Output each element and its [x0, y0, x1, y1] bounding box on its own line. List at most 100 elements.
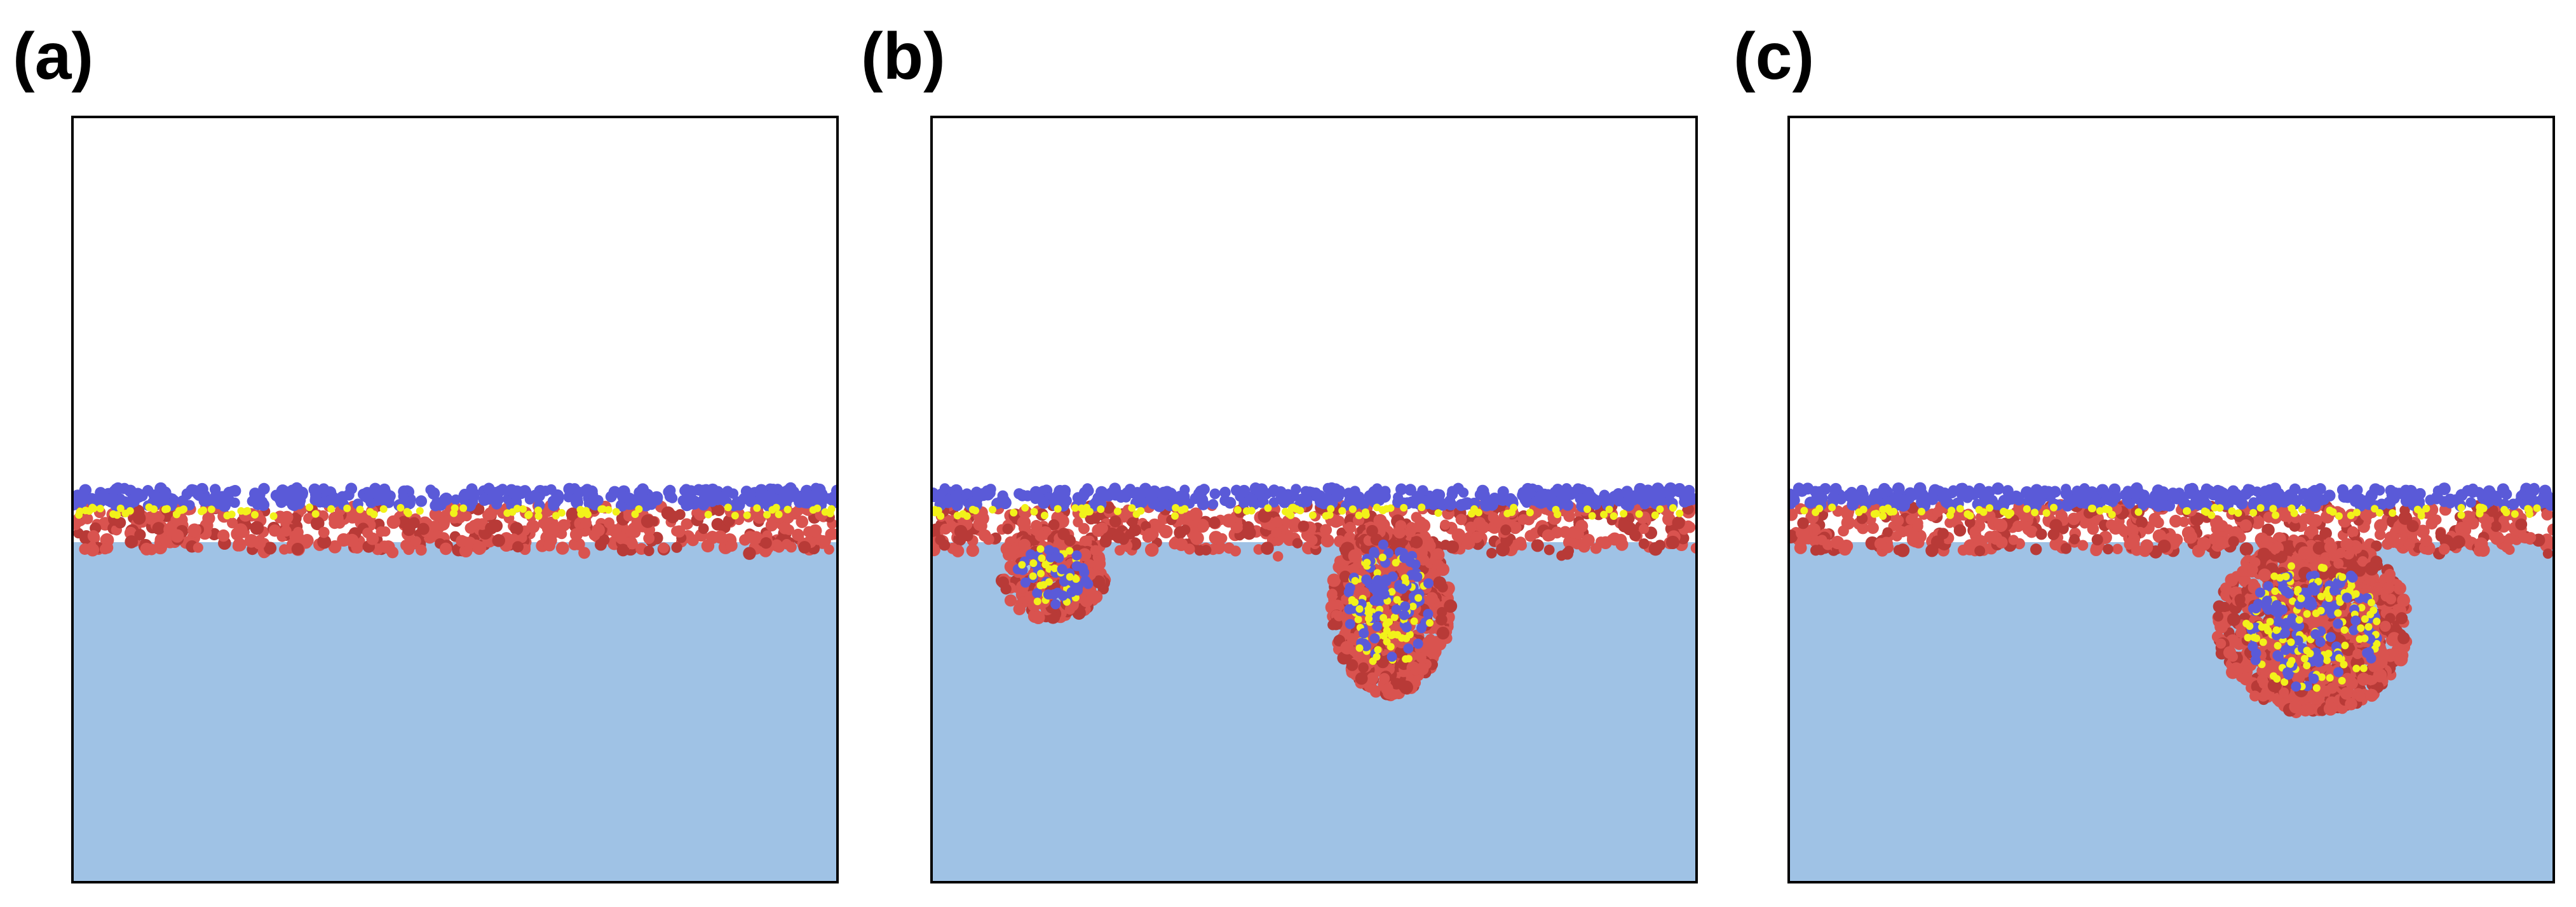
head-bead — [700, 484, 712, 497]
cluster-tail-bead — [2387, 632, 2401, 645]
cluster-head-bead — [1026, 549, 1036, 560]
cluster-head-bead — [1387, 631, 1395, 639]
tail-bead — [492, 534, 505, 547]
linker-bead — [1400, 503, 1408, 512]
tail-bead — [824, 544, 834, 555]
tail-bead — [627, 538, 638, 550]
head-bead — [181, 488, 193, 500]
tail-bead — [1542, 529, 1555, 542]
linker-bead — [2272, 511, 2280, 519]
head-bead — [772, 484, 783, 494]
cluster-head-bead — [2263, 581, 2274, 592]
tail-bead — [1912, 521, 1923, 532]
tail-bead — [2060, 543, 2072, 554]
cluster-tail-bead — [1057, 528, 1070, 540]
head-bead — [192, 488, 204, 500]
tail-bead — [1190, 531, 1204, 545]
head-bead — [1364, 490, 1376, 503]
tail-bead — [2435, 528, 2446, 539]
tail-bead — [1797, 517, 1809, 529]
head-bead — [551, 489, 564, 502]
cluster-head-bead — [1406, 631, 1414, 639]
head-bead — [430, 500, 442, 512]
cluster-head-bead — [1390, 613, 1399, 622]
cluster-tail-bead — [1416, 652, 1427, 664]
cluster-head-bead — [1041, 561, 1050, 569]
tail-bead — [608, 524, 622, 538]
tail-bead — [940, 523, 951, 535]
tail-bead — [2069, 534, 2080, 545]
tail-bead — [681, 518, 693, 530]
tail-bead — [778, 521, 792, 535]
head-bead — [2155, 494, 2167, 507]
head-bead — [2507, 498, 2519, 510]
cluster-head-bead — [1036, 545, 1045, 553]
tail-bead — [1144, 543, 1159, 557]
head-bead — [1892, 482, 1905, 495]
tail-bead — [244, 534, 259, 548]
linker-bead — [1963, 510, 1972, 518]
tail-bead — [163, 522, 177, 536]
tail-bead — [1096, 522, 1108, 534]
tail-bead — [2250, 515, 2265, 529]
tail-bead — [1500, 524, 1512, 536]
linker-bead — [534, 506, 543, 514]
tail-bead — [2490, 521, 2502, 532]
linker-bead — [2533, 504, 2541, 512]
tail-bead — [386, 515, 400, 529]
head-bead — [1061, 495, 1072, 507]
linker-bead — [2256, 504, 2265, 512]
tail-bead — [2547, 523, 2554, 536]
head-bead — [2129, 484, 2141, 496]
tail-bead — [2215, 536, 2228, 550]
head-bead — [2536, 494, 2549, 507]
cluster-tail-bead — [2275, 550, 2288, 564]
linker-bead — [1828, 503, 1836, 512]
tail-bead — [1271, 516, 1284, 528]
linker-bead — [1327, 505, 1335, 513]
tail-bead — [2420, 535, 2432, 547]
cluster-head-bead — [1080, 575, 1091, 586]
tail-bead — [1486, 547, 1497, 559]
tail-bead — [643, 545, 654, 556]
tail-bead — [1002, 523, 1013, 535]
cluster-tail-bead — [2354, 691, 2366, 702]
cluster-tail-bead — [2354, 564, 2366, 577]
linker-bead — [2524, 505, 2532, 513]
cluster-tail-bead — [2309, 613, 2322, 626]
tail-bead — [1329, 515, 1343, 528]
cluster-tail-bead — [2364, 561, 2379, 576]
cluster-head-bead — [1054, 552, 1064, 563]
tail-bead — [130, 504, 145, 519]
tail-bead — [1582, 533, 1595, 547]
head-bead — [1148, 485, 1161, 498]
tail-bead — [485, 521, 498, 535]
cluster-tail-bead — [1327, 573, 1341, 587]
head-bead — [2484, 488, 2497, 500]
tail-bead — [743, 547, 756, 560]
tail-bead — [641, 514, 655, 528]
cluster-head-bead — [1400, 601, 1411, 612]
tail-bead — [1543, 544, 1555, 556]
linker-bead — [1656, 505, 1664, 514]
head-bead — [759, 496, 771, 508]
cluster-tail-bead — [1404, 526, 1416, 538]
tail-bead — [438, 516, 451, 528]
cluster-tail-bead — [2319, 552, 2331, 564]
cluster-head-bead — [1057, 564, 1068, 575]
tail-bead — [1465, 521, 1477, 533]
linker-bead — [1172, 504, 1180, 512]
tail-bead — [1822, 539, 1834, 550]
tail-bead — [1143, 528, 1157, 542]
tail-bead — [1222, 514, 1236, 528]
cluster-tail-bead — [2380, 620, 2391, 632]
tail-bead — [2279, 510, 2292, 522]
tail-bead — [2035, 528, 2047, 540]
linker-bead — [241, 507, 250, 515]
cluster-head-bead — [1386, 651, 1397, 662]
head-bead — [1350, 489, 1360, 501]
cluster-tail-bead — [2389, 648, 2403, 661]
cluster-tail-bead — [1348, 563, 1360, 574]
cluster-tail-bead — [2216, 638, 2227, 649]
